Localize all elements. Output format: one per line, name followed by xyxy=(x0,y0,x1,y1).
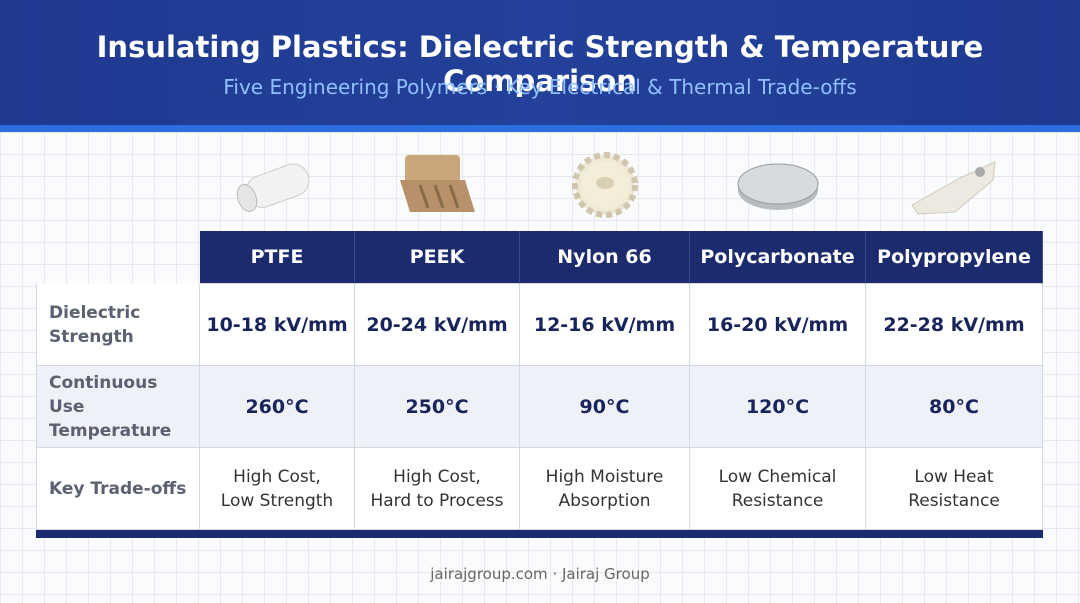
table-cell: 250°C xyxy=(355,366,520,448)
table-cell: High Cost, Low Strength xyxy=(200,448,355,530)
subtitle: Five Engineering Polymers · Key Electric… xyxy=(223,75,857,99)
ptfe-icon xyxy=(236,163,310,213)
cell-value: 260°C xyxy=(245,395,309,418)
table-cell: 16-20 kV/mm xyxy=(690,284,866,366)
table-cell: 80°C xyxy=(866,366,1043,448)
cell-value: 10-18 kV/mm xyxy=(206,313,348,336)
table-cell: 22-28 kV/mm xyxy=(866,284,1043,366)
table-cell: Low Chemical Resistance xyxy=(690,448,866,530)
row-label: Continuous Use Temperature xyxy=(36,366,200,448)
column-title: Polypropylene xyxy=(877,246,1031,268)
table-cell: High Moisture Absorption xyxy=(520,448,690,530)
cell-value: 16-20 kV/mm xyxy=(706,313,849,336)
row-label: Key Trade-offs xyxy=(36,448,200,530)
cell-line: High Moisture xyxy=(545,466,664,487)
polypropylene-icon xyxy=(911,161,996,215)
nylon-icon xyxy=(572,152,638,218)
cell-line: High Cost, xyxy=(233,466,321,487)
table-cell: 10-18 kV/mm xyxy=(200,284,355,366)
row-label-text: Key Trade-offs xyxy=(49,478,187,499)
cell-value: 90°C xyxy=(579,395,630,418)
material-icons xyxy=(236,152,996,218)
column-title: Polycarbonate xyxy=(700,246,855,268)
table-cell: High Cost, Hard to Process xyxy=(355,448,520,530)
cell-value: 20-24 kV/mm xyxy=(366,313,508,336)
column-header: PTFE xyxy=(200,231,355,284)
column-header: PEEK xyxy=(355,231,520,284)
cell-line: Low Heat xyxy=(914,466,994,487)
accent-band xyxy=(0,125,1080,132)
column-title: Nylon 66 xyxy=(557,246,652,268)
table-bottom-bar xyxy=(36,530,1043,538)
cell-value: 80°C xyxy=(929,395,979,418)
column-header: Nylon 66 xyxy=(520,231,690,284)
cell-line: Resistance xyxy=(908,490,1000,511)
cell-line: High Cost, xyxy=(393,466,481,487)
row-label-text: Continuous Use Temperature xyxy=(49,372,172,441)
table-cell: 20-24 kV/mm xyxy=(355,284,520,366)
footer: jairajgroup.com · Jairaj Group xyxy=(430,565,650,583)
table-cell: 12-16 kV/mm xyxy=(520,284,690,366)
cell-line: Low Chemical xyxy=(718,466,837,487)
title: Insulating Plastics: Dielectric Strength… xyxy=(96,30,984,98)
column-header: Polycarbonate xyxy=(690,231,866,284)
cell-value: 120°C xyxy=(745,395,810,418)
cell-line: Low Strength xyxy=(220,490,334,511)
column-header: Polypropylene xyxy=(866,231,1043,284)
row-label: Dielectric Strength xyxy=(36,284,200,366)
header xyxy=(0,0,1080,125)
row-label-text: Dielectric Strength xyxy=(49,302,141,347)
cell-value: 22-28 kV/mm xyxy=(883,313,1025,336)
cell-value: 12-16 kV/mm xyxy=(533,313,676,336)
table-cell: 120°C xyxy=(690,366,866,448)
cell-line: Hard to Process xyxy=(370,490,504,511)
column-title: PTFE xyxy=(250,246,304,268)
cell-line: Absorption xyxy=(558,490,651,511)
column-title: PEEK xyxy=(409,246,465,268)
cell-value: 250°C xyxy=(405,395,469,418)
cell-line: Resistance xyxy=(731,490,824,511)
peek-icon xyxy=(400,155,475,212)
table-cell: 260°C xyxy=(200,366,355,448)
table-cell: 90°C xyxy=(520,366,690,448)
polycarbonate-icon xyxy=(737,163,819,210)
table-cell: Low Heat Resistance xyxy=(866,448,1043,530)
